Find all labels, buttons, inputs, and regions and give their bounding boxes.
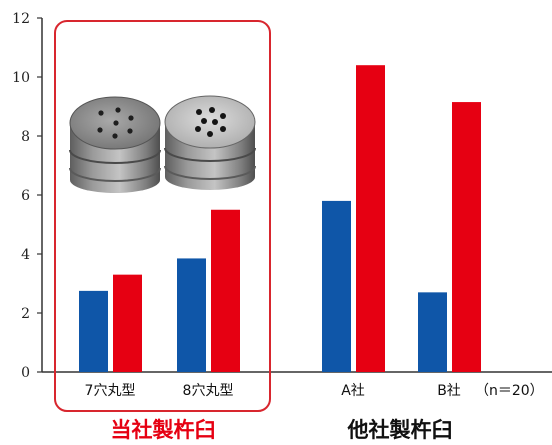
y-tick-label: 4: [21, 247, 30, 263]
group-label: 他社製杵臼: [347, 418, 453, 442]
sample-size-annotation: （n＝20）: [475, 383, 544, 399]
bar-series-1-1: [79, 290, 108, 372]
y-tick-label: 8: [21, 129, 30, 145]
group-labels: 当社製杵臼 他社製杵臼: [111, 418, 453, 442]
category-labels: 7穴丸型 8穴丸型 A社 B社: [85, 383, 461, 399]
x-category-label: B社: [437, 383, 461, 399]
bar-series-2-3: [356, 65, 385, 372]
y-tick-label: 0: [21, 365, 30, 381]
y-tick-label: 12: [12, 11, 30, 27]
bar-series-2-1: [113, 274, 142, 372]
x-category-label: 8穴丸型: [183, 383, 234, 399]
own-product-highlight-box: [54, 20, 271, 412]
x-category-label: 7穴丸型: [85, 383, 136, 399]
die-8-hole-photo-icon: [164, 95, 256, 190]
y-axis-ticks: 0 2 4 6 8 10 12: [12, 11, 42, 381]
x-category-label: A社: [341, 383, 365, 399]
group-label: 当社製杵臼: [111, 418, 216, 442]
y-tick-label: 6: [21, 188, 30, 204]
bar-series-1-3: [322, 200, 351, 372]
bar-series-2-2: [211, 209, 240, 372]
bar-series-1-4: [418, 292, 447, 372]
bar-series-1-2: [177, 258, 206, 372]
bars: [79, 65, 481, 372]
bar-series-2-4: [452, 102, 481, 372]
y-tick-label: 2: [21, 306, 30, 322]
y-tick-label: 10: [12, 70, 30, 86]
die-7-hole-photo-icon: [69, 96, 161, 193]
